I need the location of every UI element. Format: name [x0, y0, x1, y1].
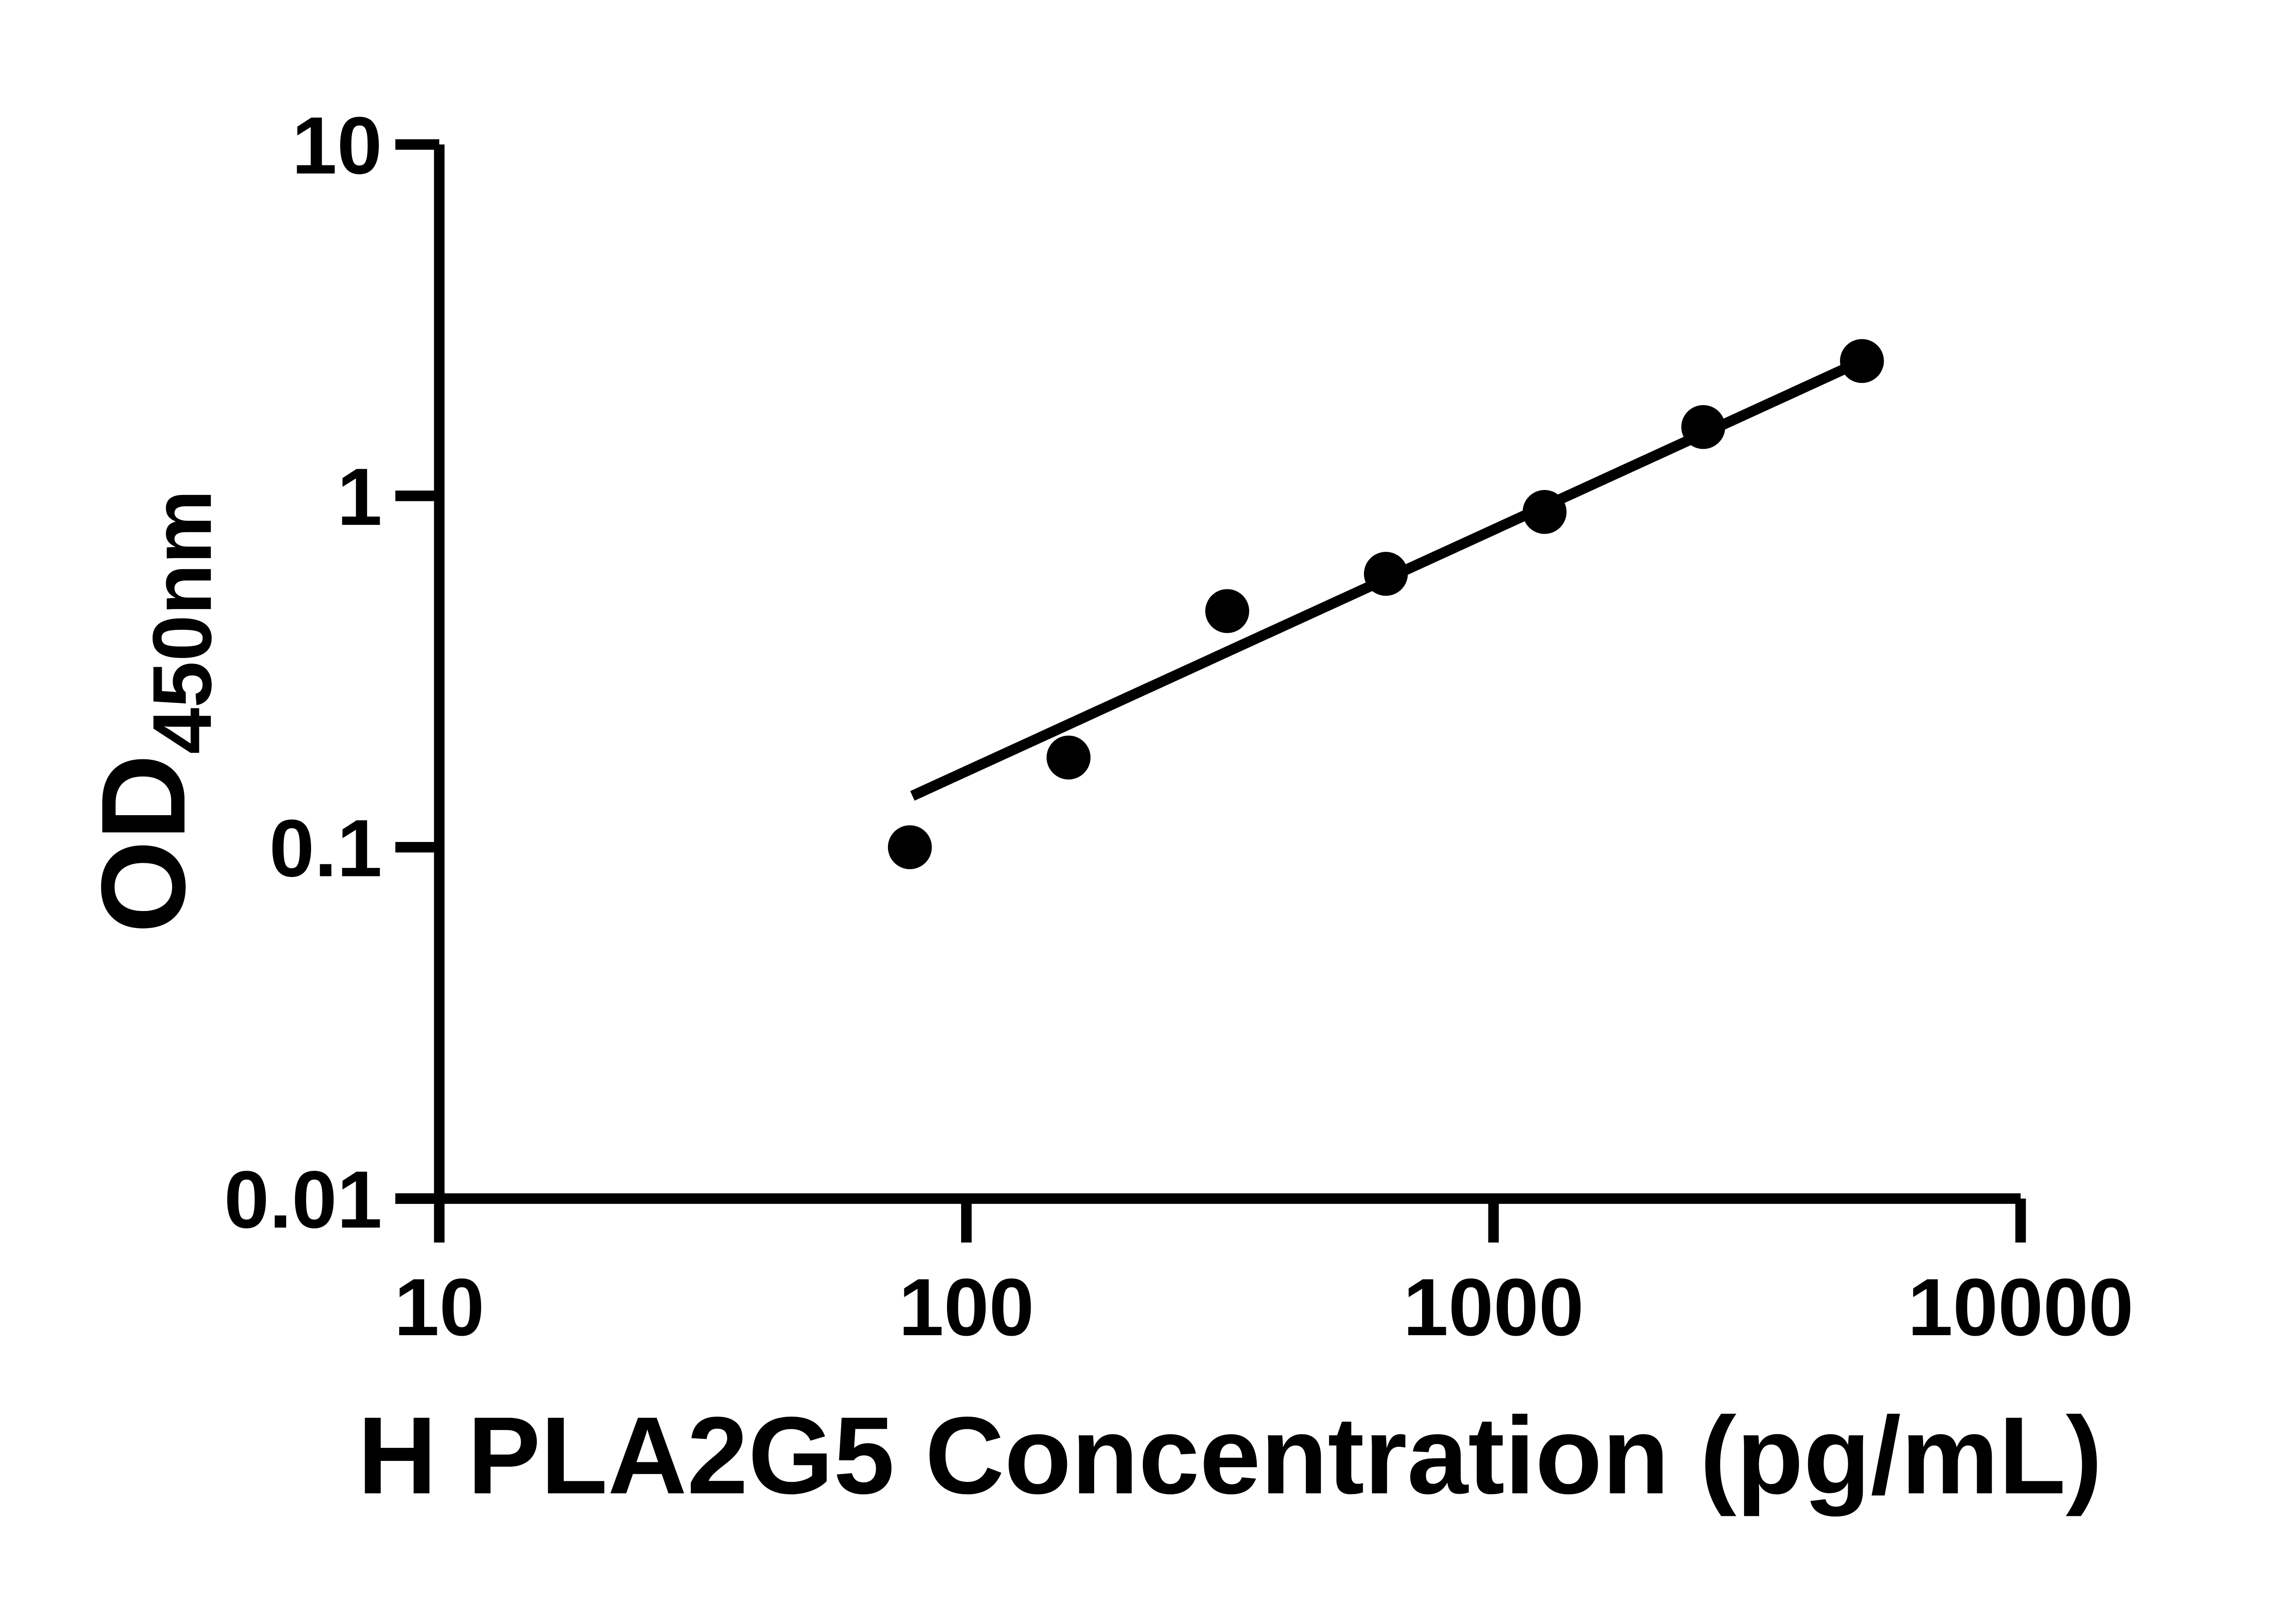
data-point [1046, 735, 1091, 780]
data-point [1522, 490, 1567, 534]
data-point [888, 825, 932, 869]
data-point [1840, 339, 1884, 383]
data-point [1364, 552, 1408, 596]
x-axis-title: H PLA2G5 Concentration (pg/mL) [357, 1394, 2102, 1517]
y-axis-title-subscript: 450nm [135, 490, 228, 754]
y-tick-label: 1 [337, 451, 382, 542]
x-tick-label: 1000 [1403, 1262, 1584, 1352]
x-tick-label: 10000 [1908, 1262, 2134, 1352]
x-tick-label: 10 [394, 1262, 485, 1352]
y-tick-label: 10 [292, 100, 382, 191]
plot-series [888, 339, 1884, 869]
standard-curve-figure: 10 1 0.1 0.01 10 100 1000 10000 H PLA2G5 Concen… [76, 100, 2134, 1517]
axis-ticks [395, 139, 2026, 1243]
y-tick-label: 0.01 [224, 1154, 382, 1245]
y-axis-title: OD450nm [76, 490, 228, 933]
x-tick-label: 100 [898, 1262, 1034, 1352]
y-axis-title-main: OD [76, 754, 210, 934]
data-point [1205, 589, 1250, 633]
data-point [1681, 405, 1726, 449]
y-tick-label: 0.1 [269, 802, 382, 893]
axes [395, 144, 2021, 1204]
